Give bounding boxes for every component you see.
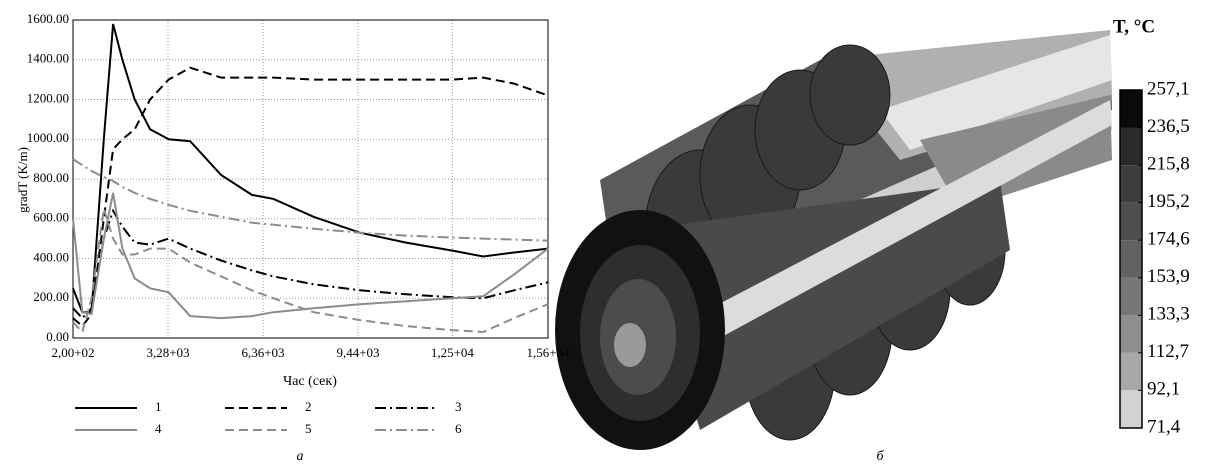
colorbar-band (1120, 390, 1142, 428)
x-tick-label: 9,44+03 (336, 345, 379, 360)
legend-label: 2 (305, 399, 312, 414)
y-tick-label: 400.00 (33, 249, 69, 264)
colorbar-tick-label: 153,9 (1147, 266, 1190, 287)
y-tick-label: 600.00 (33, 210, 69, 225)
legend-label: 5 (305, 421, 312, 436)
colorbar-tick-label: 215,8 (1147, 154, 1190, 175)
x-tick-label: 2,00+02 (51, 345, 94, 360)
colorbar-tick-label: 92,1 (1147, 379, 1180, 400)
colorbar-tick-label: 195,2 (1147, 191, 1190, 212)
colorbar-tick-label: 174,6 (1147, 229, 1190, 250)
x-tick-label: 3,28+03 (146, 345, 189, 360)
legend-label: 4 (155, 421, 162, 436)
colorbar-band (1120, 127, 1142, 165)
colorbar-tick-label: 133,3 (1147, 304, 1190, 325)
render-3d (555, 30, 1112, 450)
y-tick-label: 200.00 (33, 289, 69, 304)
colorbar-band (1120, 278, 1142, 315)
series-line (73, 159, 548, 241)
panel-label: б (876, 449, 884, 464)
x-tick-label: 1,56+04 (526, 345, 570, 360)
y-tick-label: 1000.00 (27, 130, 69, 145)
colorbar-band (1120, 90, 1142, 127)
colorbar-title: T, °C (1113, 16, 1155, 37)
legend-label: 1 (155, 399, 162, 414)
y-tick-label: 1600.00 (27, 11, 69, 26)
figure: а б gradT (K/m) Час (сек) T, °C 0.00 200.… (0, 0, 1215, 467)
colorbar-tick-label: 112,7 (1147, 341, 1189, 362)
x-tick-label: 6,36+03 (241, 345, 284, 360)
series-line (73, 209, 548, 332)
series-line (73, 24, 548, 312)
legend-label: 6 (455, 421, 462, 436)
colorbar-band (1120, 203, 1142, 240)
y-tick-label: 800.00 (33, 170, 69, 185)
colorbar-tick-label: 257,1 (1147, 78, 1190, 99)
y-axis-label: gradT (K/m) (15, 147, 30, 213)
series-line (73, 68, 548, 326)
colorbar-band (1120, 165, 1142, 202)
x-axis-label: Час (сек) (283, 374, 337, 389)
series-line (73, 211, 548, 318)
legend-label: 3 (455, 399, 462, 414)
colorbar-band (1120, 315, 1142, 352)
colorbar-band (1120, 353, 1142, 390)
y-tick-label: 0.00 (46, 329, 69, 344)
y-tick-label: 1200.00 (27, 90, 69, 105)
colorbar-tick-label: 236,5 (1147, 116, 1190, 137)
colorbar-band (1120, 240, 1142, 278)
colorbar-tick-label: 71,4 (1147, 416, 1181, 437)
panel-label: а (297, 449, 304, 464)
y-tick-label: 1400.00 (27, 51, 69, 66)
x-tick-label: 1,25+04 (431, 345, 475, 360)
